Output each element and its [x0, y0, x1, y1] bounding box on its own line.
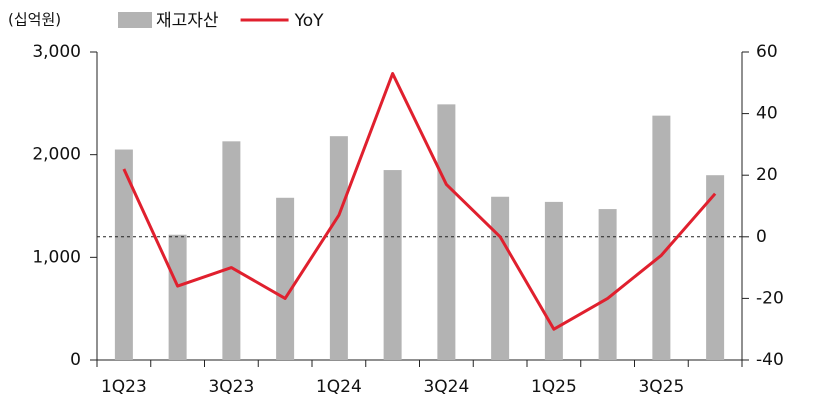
x-tick-label: 3Q25	[638, 377, 684, 397]
bar	[383, 170, 402, 360]
x-tick-label: 1Q25	[531, 377, 577, 397]
x-tick-label: 3Q23	[208, 377, 254, 397]
bar	[168, 234, 187, 360]
x-tick-label: 1Q23	[101, 377, 147, 397]
y-tick-label: 3,000	[32, 42, 81, 62]
y2-tick-label: 0	[756, 227, 767, 247]
x-tick-label: 3Q24	[423, 377, 469, 397]
bar	[706, 175, 725, 360]
bar	[276, 197, 295, 360]
legend-label: YoY	[294, 11, 325, 31]
y2-tick-label: -40	[756, 350, 784, 370]
bar	[652, 115, 671, 360]
y2-tick-label: 20	[756, 165, 778, 185]
bar	[114, 149, 133, 360]
bar	[598, 209, 617, 360]
line	[122, 72, 717, 331]
bar	[222, 141, 241, 360]
y-tick-label: 2,000	[32, 145, 81, 165]
y2-tick-label: -20	[756, 288, 784, 308]
bar	[491, 196, 510, 360]
y2-tick-label: 40	[756, 104, 778, 124]
unit-label: (십억원)	[8, 11, 61, 29]
bar	[544, 201, 563, 360]
bar	[329, 136, 348, 360]
legend-swatch	[118, 12, 152, 28]
x-tick-label: 1Q24	[316, 377, 362, 397]
y2-tick-label: 60	[756, 42, 778, 62]
bar	[437, 104, 456, 360]
legend-label: 재고자산	[156, 11, 219, 31]
y-tick-label: 0	[70, 350, 81, 370]
y-tick-label: 1,000	[32, 247, 81, 267]
